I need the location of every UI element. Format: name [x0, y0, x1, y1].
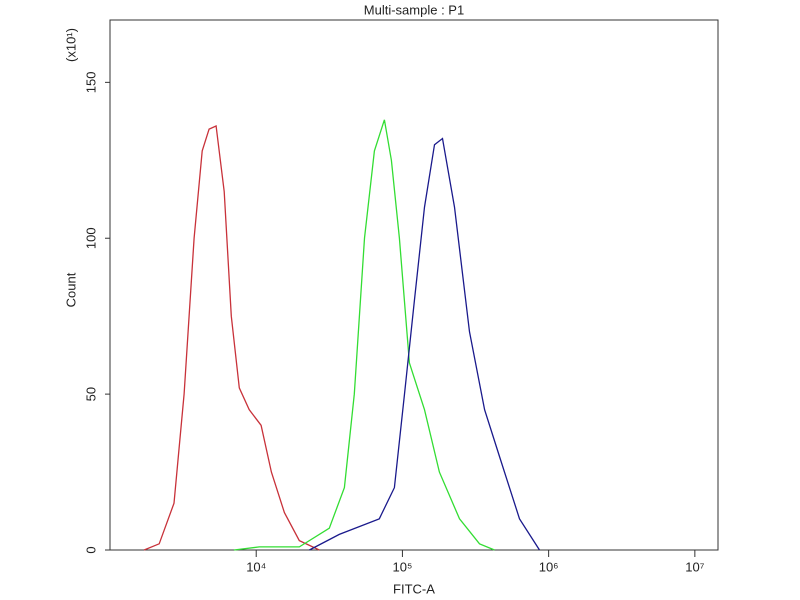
- chart-title: Multi-sample : P1: [364, 2, 464, 17]
- series-line: [309, 137, 541, 551]
- y-multiplier: (x10¹): [63, 28, 78, 62]
- x-tick-label: 10⁷: [685, 559, 704, 574]
- x-tick-label: 10⁴: [246, 559, 266, 574]
- y-tick-label: 50: [83, 387, 98, 401]
- y-tick-label: 150: [83, 72, 98, 94]
- y-tick-label: 100: [83, 227, 98, 249]
- series-line: [143, 125, 320, 551]
- plot-frame: [109, 19, 719, 551]
- x-tick-label: 10⁵: [392, 559, 412, 574]
- x-tick-label: 10⁶: [539, 559, 559, 574]
- y-axis-label: Count: [63, 272, 78, 307]
- y-tick-label: 0: [83, 546, 98, 553]
- series-line: [234, 119, 495, 551]
- x-axis-label: FITC-A: [393, 581, 435, 596]
